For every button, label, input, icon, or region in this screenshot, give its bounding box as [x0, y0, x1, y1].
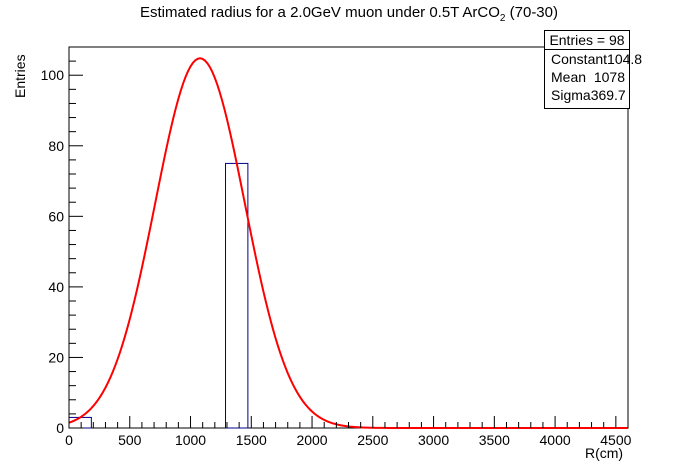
stats-value: 104.8 [607, 51, 643, 67]
stats-row-sigma: Sigma 369.7 [545, 86, 629, 104]
stats-box: Entries = 98 Constant 104.8 Mean 1078 Si… [544, 30, 642, 109]
y-tick-label: 100 [41, 67, 65, 83]
stats-row-constant: Constant 104.8 [545, 50, 642, 68]
y-tick-label: 60 [48, 208, 64, 224]
x-tick-label: 0 [65, 432, 73, 448]
y-tick-label: 20 [48, 349, 64, 365]
stats-entries: Entries = 98 [545, 31, 629, 50]
y-tick-label: 80 [48, 138, 64, 154]
stats-value: 369.7 [590, 87, 626, 103]
stats-label: Mean [551, 69, 587, 85]
y-axis-label: Entries [12, 54, 28, 98]
x-tick-label: 1000 [175, 432, 206, 448]
histogram-bin-0 [68, 416, 92, 429]
x-tick-label: 3500 [479, 432, 510, 448]
fit-curve-group [68, 57, 628, 429]
x-axis: 0 500 1000 1500 2000 2500 3000 3500 4000 4500 [65, 416, 632, 448]
x-tick-label: 1500 [236, 432, 267, 448]
x-tick-label: 4000 [540, 432, 571, 448]
y-tick-label: 40 [48, 279, 64, 295]
y-axis: 0 20 40 60 80 100 [41, 46, 83, 436]
y-tick-label: 0 [56, 420, 64, 436]
x-axis-label: R(cm) [585, 445, 624, 461]
x-tick-label: 4500 [600, 432, 631, 448]
x-tick-label: 2500 [357, 432, 388, 448]
x-tick-label: 500 [118, 432, 142, 448]
stats-row-mean: Mean 1078 [545, 68, 629, 86]
gaussian-fit-curve [68, 57, 628, 429]
stats-label: Sigma [551, 87, 591, 103]
stats-value: 1078 [593, 69, 625, 85]
x-tick-label: 2000 [296, 432, 327, 448]
x-tick-label: 3000 [418, 432, 449, 448]
histogram [68, 162, 249, 429]
chart-title: Estimated radius for a 2.0GeV muon under… [140, 4, 558, 24]
stats-label: Constant [551, 51, 608, 67]
